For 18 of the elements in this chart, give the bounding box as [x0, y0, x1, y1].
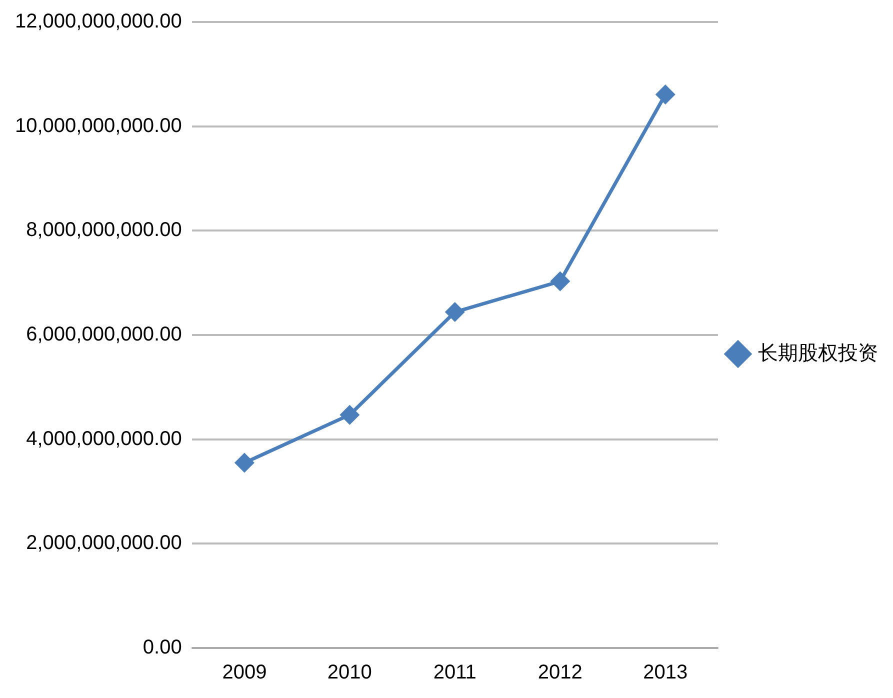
- x-tick-label: 2010: [327, 662, 372, 684]
- x-tick-label: 2013: [643, 662, 688, 684]
- point: [550, 271, 570, 292]
- y-tick-label: 12,000,000,000.00: [15, 10, 182, 33]
- y-tick-label: 4,000,000,000.00: [26, 428, 182, 450]
- y-tick-label: 0.00: [142, 636, 182, 659]
- y-tick-label: 6,000,000,000.00: [26, 324, 182, 346]
- y-tick-label: 10,000,000,000.00: [15, 114, 182, 137]
- point: [444, 302, 465, 322]
- y-tick-label: 2,000,000,000.00: [26, 532, 182, 554]
- x-tick-label: 2009: [222, 662, 267, 684]
- point: [234, 452, 254, 473]
- point: [340, 404, 360, 425]
- point: [655, 84, 676, 105]
- x-tick-label: 2012: [538, 662, 582, 684]
- legend-label: 长期股权投资: [758, 342, 878, 365]
- x-tick-label: 2011: [433, 662, 476, 684]
- y-tick-label: 8,000,000,000.00: [26, 219, 182, 242]
